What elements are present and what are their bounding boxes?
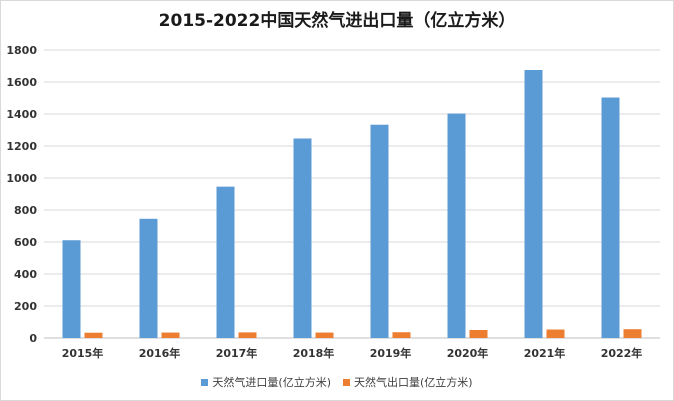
legend-item-export: 天然气出口量(亿立方米) — [343, 374, 473, 390]
chart-title: 2015-2022中国天然气进出口量（亿立方米） — [158, 11, 516, 31]
x-tick-label: 2016年 — [139, 346, 181, 360]
bar-export — [84, 332, 103, 338]
x-tick-label: 2022年 — [601, 346, 643, 360]
bar-export — [546, 329, 565, 338]
bar-import — [524, 70, 543, 338]
x-tick-label: 2019年 — [370, 346, 412, 360]
y-tick-label: 600 — [14, 236, 37, 249]
y-tick-label: 1000 — [6, 172, 37, 185]
bar-export — [623, 329, 642, 338]
x-tick-label: 2017年 — [216, 346, 258, 360]
x-tick-label: 2020年 — [447, 346, 489, 360]
chart-legend: 天然气进口量(亿立方米) 天然气出口量(亿立方米) — [0, 374, 674, 390]
bar-export — [161, 332, 180, 338]
legend-label-export: 天然气出口量(亿立方米) — [354, 376, 473, 389]
bar-import — [216, 186, 235, 338]
y-tick-label: 400 — [14, 268, 37, 281]
bar-import — [62, 240, 81, 338]
bar-import — [293, 138, 312, 338]
x-tick-label: 2021年 — [524, 346, 566, 360]
bar-export — [469, 330, 488, 338]
bar-export — [315, 332, 334, 338]
bar-import — [601, 97, 620, 339]
bar-import — [370, 124, 389, 338]
bar-export — [238, 332, 257, 338]
x-tick-label: 2015年 — [62, 346, 104, 360]
y-tick-label: 1800 — [6, 44, 37, 57]
bar-import — [447, 113, 466, 339]
y-tick-label: 200 — [14, 300, 37, 313]
y-tick-label: 800 — [14, 204, 37, 217]
y-tick-label: 1400 — [6, 108, 37, 121]
legend-item-import: 天然气进口量(亿立方米) — [201, 374, 331, 390]
legend-swatch-import — [201, 378, 209, 386]
y-tick-label: 1200 — [6, 140, 37, 153]
legend-swatch-export — [343, 378, 350, 386]
bar-export — [392, 332, 411, 338]
legend-label-import: 天然气进口量(亿立方米) — [212, 376, 331, 389]
x-tick-label: 2018年 — [293, 346, 335, 360]
y-tick-label: 1600 — [6, 76, 37, 89]
bar-import — [139, 218, 158, 338]
y-tick-label: 0 — [29, 332, 37, 345]
